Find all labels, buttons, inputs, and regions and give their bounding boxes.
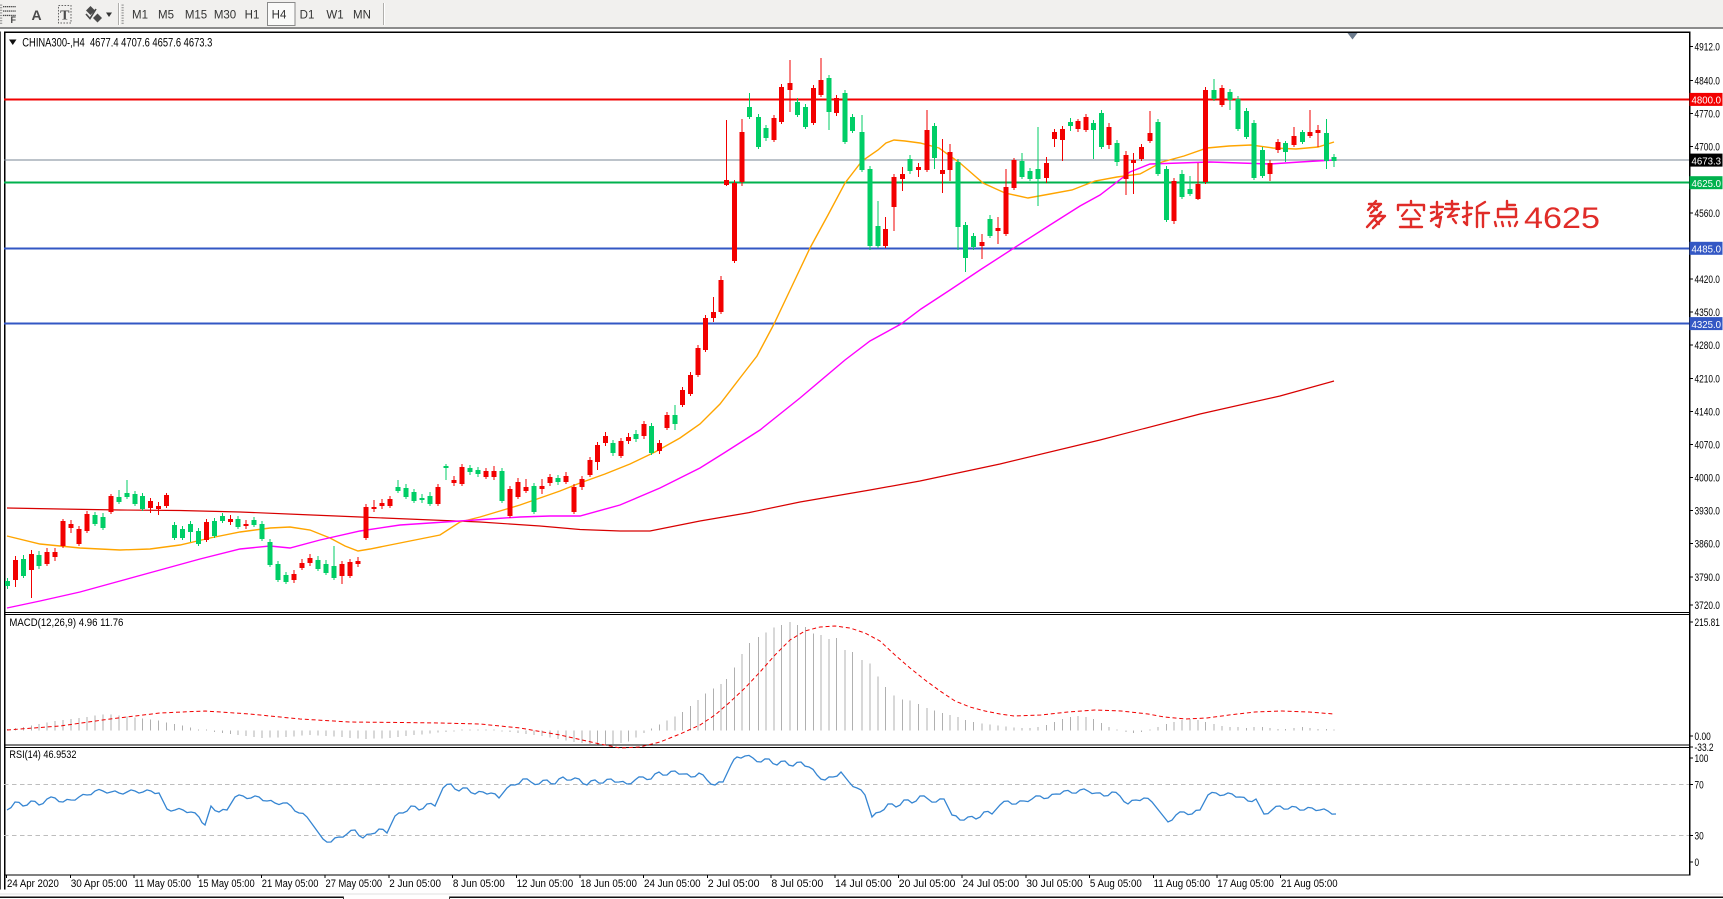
svg-text:24 Jun 05:00: 24 Jun 05:00 <box>644 878 701 890</box>
svg-text:0.00: 0.00 <box>1695 731 1711 743</box>
svg-text:2 Jul 05:00: 2 Jul 05:00 <box>708 878 760 890</box>
svg-text:0: 0 <box>1695 857 1700 869</box>
svg-text:11 May 05:00: 11 May 05:00 <box>134 878 191 890</box>
svg-text:F: F <box>11 15 17 25</box>
svg-text:21 Aug 05:00: 21 Aug 05:00 <box>1281 878 1338 890</box>
svg-text:14 Jul 05:00: 14 Jul 05:00 <box>835 878 892 890</box>
svg-text:4280.0: 4280.0 <box>1695 340 1720 352</box>
svg-text:MN: MN <box>353 10 371 22</box>
svg-text:4770.0: 4770.0 <box>1695 109 1720 121</box>
svg-text:MACD(12,26,9) 4.96 11.76: MACD(12,26,9) 4.96 11.76 <box>9 617 123 629</box>
svg-text:4070.0: 4070.0 <box>1695 439 1720 451</box>
svg-text:-33.2: -33.2 <box>1695 742 1714 754</box>
svg-text:17 Aug 05:00: 17 Aug 05:00 <box>1217 878 1274 890</box>
svg-text:24 Apr 2020: 24 Apr 2020 <box>7 878 59 890</box>
svg-text:D1: D1 <box>300 10 315 22</box>
svg-text:11 Aug 05:00: 11 Aug 05:00 <box>1154 878 1211 890</box>
svg-text:8 Jul 05:00: 8 Jul 05:00 <box>771 878 823 890</box>
svg-text:4350.0: 4350.0 <box>1695 307 1720 319</box>
svg-text:W1: W1 <box>326 10 343 22</box>
svg-text:T: T <box>60 9 70 24</box>
svg-text:27 May 05:00: 27 May 05:00 <box>326 878 383 890</box>
svg-text:12 Jun 05:00: 12 Jun 05:00 <box>517 878 574 890</box>
svg-text:4800.0: 4800.0 <box>1692 95 1722 107</box>
svg-text:70: 70 <box>1695 780 1704 792</box>
svg-text:4625.0: 4625.0 <box>1692 178 1722 190</box>
svg-text:100: 100 <box>1695 753 1709 765</box>
svg-text:4673.3: 4673.3 <box>1692 155 1722 167</box>
svg-text:20 Jul 05:00: 20 Jul 05:00 <box>899 878 956 890</box>
svg-text:4325.0: 4325.0 <box>1692 319 1722 331</box>
svg-text:3790.0: 3790.0 <box>1695 572 1720 584</box>
svg-text:4912.0: 4912.0 <box>1695 42 1720 54</box>
svg-text:4140.0: 4140.0 <box>1695 406 1720 418</box>
svg-text:CHINA300-,H4 4677.4 4707.6 46: CHINA300-,H4 4677.4 4707.6 4657.6 4673.3 <box>22 38 212 50</box>
svg-text:4625: 4625 <box>1524 202 1600 235</box>
svg-text:RSI(14) 46.9532: RSI(14) 46.9532 <box>9 749 76 761</box>
svg-text:21 May 05:00: 21 May 05:00 <box>262 878 319 890</box>
svg-text:30 Apr 05:00: 30 Apr 05:00 <box>71 878 128 890</box>
svg-text:3720.0: 3720.0 <box>1695 600 1720 612</box>
svg-text:4560.0: 4560.0 <box>1695 208 1720 220</box>
svg-text:A: A <box>31 7 41 23</box>
svg-text:M15: M15 <box>185 10 207 22</box>
svg-text:4700.0: 4700.0 <box>1695 142 1720 154</box>
svg-text:3860.0: 3860.0 <box>1695 539 1720 551</box>
svg-text:4210.0: 4210.0 <box>1695 373 1720 385</box>
svg-text:4420.0: 4420.0 <box>1695 274 1720 286</box>
svg-text:2 Jun 05:00: 2 Jun 05:00 <box>389 878 441 890</box>
svg-text:4000.0: 4000.0 <box>1695 473 1720 485</box>
svg-text:5 Aug 05:00: 5 Aug 05:00 <box>1090 878 1142 890</box>
svg-text:3930.0: 3930.0 <box>1695 506 1720 518</box>
svg-text:H4: H4 <box>272 10 287 22</box>
svg-text:M5: M5 <box>158 10 174 22</box>
svg-text:H1: H1 <box>245 10 260 22</box>
svg-text:M30: M30 <box>214 10 236 22</box>
svg-text:8 Jun 05:00: 8 Jun 05:00 <box>453 878 505 890</box>
svg-text:4840.0: 4840.0 <box>1695 76 1720 88</box>
svg-text:4485.0: 4485.0 <box>1692 244 1722 256</box>
svg-text:18 Jun 05:00: 18 Jun 05:00 <box>580 878 637 890</box>
svg-text:215.81: 215.81 <box>1695 617 1720 629</box>
svg-text:M1: M1 <box>132 10 148 22</box>
svg-text:30: 30 <box>1695 831 1704 843</box>
svg-text:24 Jul 05:00: 24 Jul 05:00 <box>963 878 1020 890</box>
svg-text:30 Jul 05:00: 30 Jul 05:00 <box>1026 878 1083 890</box>
svg-text:15 May 05:00: 15 May 05:00 <box>198 878 255 890</box>
